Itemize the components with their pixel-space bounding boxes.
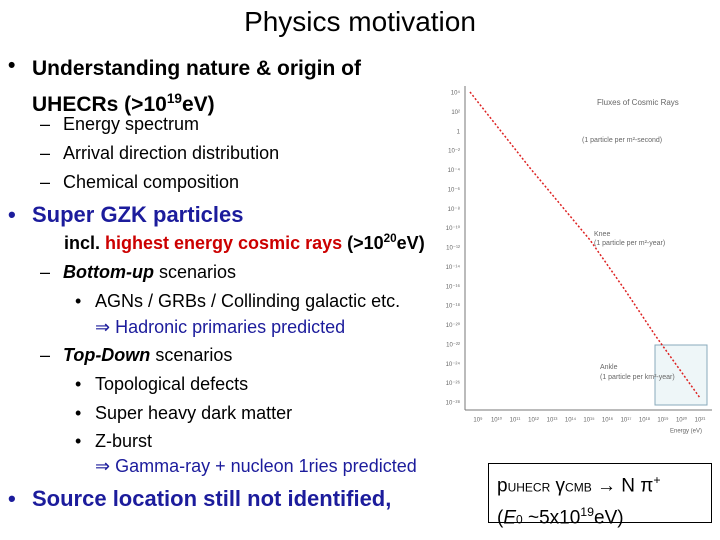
- x-tick-label: 10¹⁵: [583, 417, 595, 424]
- x-tick-label: 10¹⁷: [621, 417, 632, 424]
- sub-item: Chemical composition: [63, 172, 240, 192]
- text: eV): [594, 507, 624, 529]
- x-tick-label: 10²⁰: [676, 417, 688, 424]
- bullet: •: [75, 374, 82, 394]
- x-tick-label: 10²¹: [695, 418, 706, 424]
- y-tick-label: 10⁻¹⁸: [446, 303, 461, 310]
- sup: 19: [166, 91, 182, 106]
- threshold: (E0 ~5x1019eV): [497, 500, 703, 532]
- y-tick-label: 10⁻⁶: [448, 186, 461, 193]
- annotation: (1 particle per km²-year): [600, 374, 675, 381]
- x-tick-label: 10¹⁶: [602, 417, 614, 424]
- x-tick-label: 10¹⁰: [491, 417, 503, 424]
- subscript: 0: [516, 512, 523, 527]
- x-tick-label: 10¹⁸: [639, 417, 651, 424]
- scenario-name: Top-Down: [63, 345, 151, 365]
- item-text: Super GZK particles: [32, 202, 244, 227]
- text: eV): [182, 93, 215, 116]
- annotation: Knee: [594, 231, 610, 238]
- y-tick-label: 1: [457, 129, 461, 135]
- text: ~5x10: [522, 507, 581, 529]
- dash: –: [40, 172, 51, 192]
- bullet: •: [8, 202, 16, 227]
- result: ⇒ Hadronic primaries predicted: [95, 317, 346, 337]
- scenario: Top-Down scenarios: [63, 345, 232, 366]
- reaction-box: pUHECR γCMB → N π+ (E0 ~5x1019eV): [488, 463, 712, 529]
- bullet: •: [75, 403, 82, 423]
- x-tick-label: 10⁹: [473, 417, 483, 424]
- text: scenarios: [153, 262, 237, 282]
- bullet: •: [75, 431, 82, 451]
- result: ⇒ Gamma-ray + nucleon 1ries predicted: [95, 456, 417, 476]
- y-tick-label: 10⁴: [451, 90, 461, 97]
- point: Z-burst: [95, 431, 153, 451]
- text: (: [497, 507, 504, 529]
- text: E: [503, 507, 517, 529]
- item-text: Source location still not identified,: [32, 486, 392, 511]
- bullet: •: [75, 291, 82, 311]
- point: Topological defects: [95, 374, 249, 394]
- ticks: 10⁴ 10² 1 10⁻² 10⁻⁴ 10⁻⁶ 10⁻⁸ 10⁻¹⁰ 10⁻¹² 10⁻¹⁴ 10…: [446, 90, 706, 424]
- text: p: [497, 475, 508, 497]
- x-tick-label: 10¹⁹: [657, 417, 669, 424]
- scenario-name: Bottom-up: [63, 262, 154, 282]
- sub-item: Arrival direction distribution: [63, 143, 280, 163]
- x-axis-label: Energy (eV): [670, 429, 702, 435]
- y-tick-label: 10⁻²⁴: [446, 361, 461, 368]
- sup: 19: [580, 505, 595, 520]
- flux-curve: [469, 91, 701, 399]
- sup: +: [653, 473, 661, 487]
- annotation: (1 particle per m²-year): [594, 240, 665, 247]
- y-tick-label: 10⁻²⁸: [446, 400, 461, 407]
- y-tick-label: 10⁻⁴: [448, 167, 461, 174]
- x-tick-label: 10¹²: [528, 418, 539, 424]
- y-tick-label: 10⁻¹⁰: [446, 225, 461, 232]
- annotation: Ankle: [600, 364, 618, 371]
- y-tick-label: 10⁻²⁰: [446, 322, 461, 329]
- sup: 20: [383, 232, 397, 245]
- annotation: (1 particle per m²-second): [582, 137, 662, 144]
- text: γ: [550, 475, 566, 497]
- text: Understanding nature & origin of UHECRs …: [32, 57, 361, 116]
- sub-item: Energy spectrum: [63, 114, 200, 134]
- y-tick-label: 10⁻⁸: [448, 206, 461, 213]
- y-tick-label: 10⁻¹⁴: [446, 264, 461, 271]
- detail: incl. highest energy cosmic rays (>1020e…: [64, 232, 425, 254]
- y-tick-label: 10⁻²⁶: [446, 380, 461, 387]
- y-tick-label: 10²: [451, 110, 460, 116]
- text: eV): [396, 233, 425, 253]
- subscript: UHECR: [507, 480, 551, 495]
- scenario: Bottom-up scenarios: [63, 262, 236, 283]
- y-tick-label: 10⁻¹⁶: [446, 283, 461, 290]
- reaction: pUHECR γCMB → N π+: [497, 468, 703, 500]
- text: → N π: [591, 475, 654, 497]
- x-tick-label: 10¹¹: [510, 418, 521, 424]
- point: Super heavy dark matter: [95, 403, 293, 423]
- text: (>10: [342, 233, 384, 253]
- y-tick-label: 10⁻¹²: [446, 246, 460, 252]
- highlight-box: [654, 344, 708, 406]
- dash: –: [40, 345, 51, 365]
- dash: –: [40, 143, 51, 163]
- figure-title: Fluxes of Cosmic Rays: [597, 98, 679, 107]
- subscript: CMB: [565, 480, 592, 495]
- bullet: •: [8, 54, 16, 77]
- point: AGNs / GRBs / Collinding galactic etc.: [95, 291, 401, 311]
- text: incl.: [64, 233, 106, 253]
- y-tick-label: 10⁻²²: [446, 342, 460, 348]
- text: scenarios: [150, 345, 233, 365]
- y-tick-label: 10⁻²: [448, 149, 460, 155]
- bullet: •: [8, 486, 16, 511]
- x-tick-label: 10¹³: [547, 418, 558, 424]
- item-text: Understanding nature & origin of UHECRs …: [32, 54, 422, 120]
- highlight: highest energy cosmic rays: [105, 233, 343, 253]
- dash: –: [40, 114, 51, 134]
- dash: –: [40, 262, 51, 282]
- x-tick-label: 10¹⁴: [565, 417, 577, 424]
- title: Physics motivation: [244, 6, 476, 37]
